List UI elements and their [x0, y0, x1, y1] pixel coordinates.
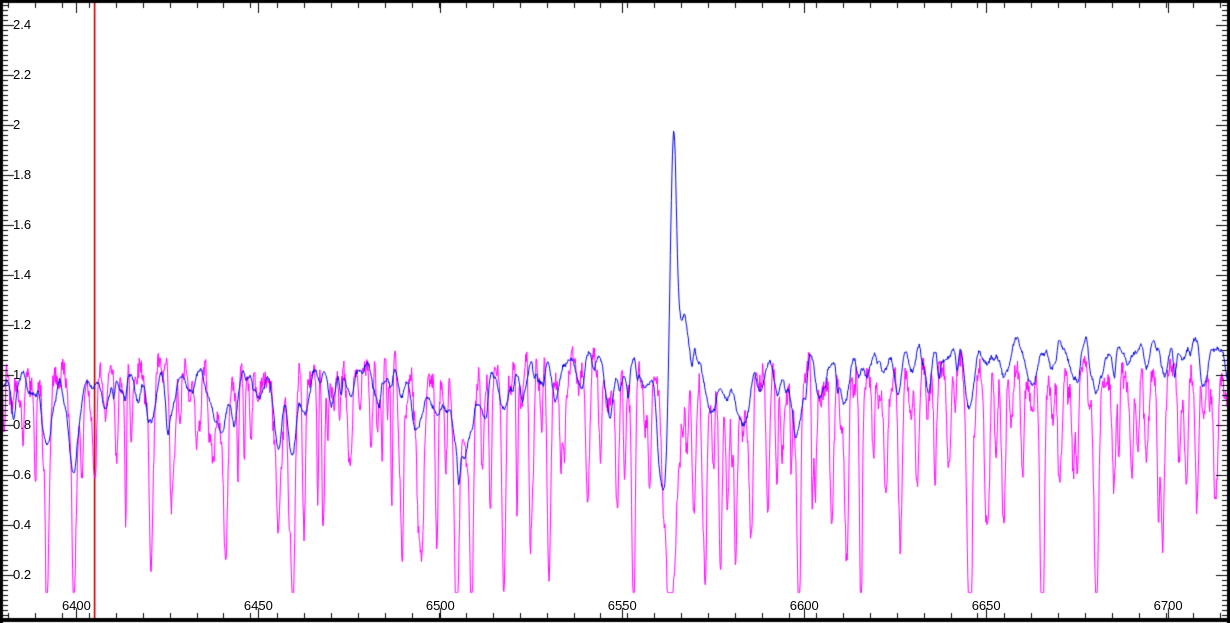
- spectrum-plot: 0.20.40.60.811.21.41.61.822.22.464006450…: [0, 0, 1230, 623]
- spectrum-plot-canvas[interactable]: [0, 0, 1230, 623]
